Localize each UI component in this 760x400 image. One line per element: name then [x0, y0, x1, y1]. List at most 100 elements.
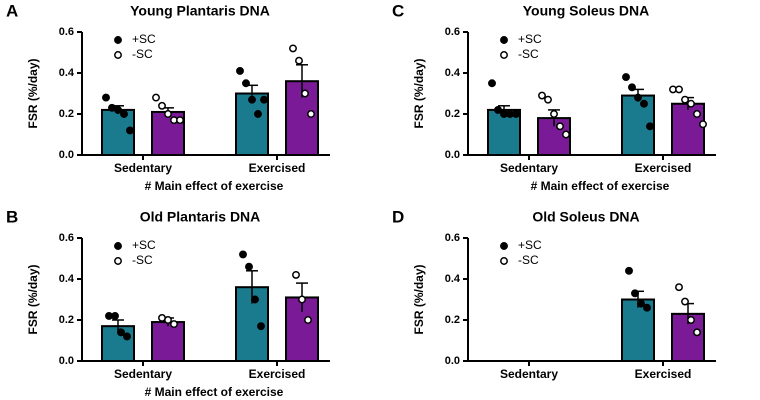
data-point [126, 126, 134, 135]
data-point [693, 328, 701, 337]
data-point [556, 122, 564, 131]
data-point [646, 122, 654, 131]
data-point [152, 93, 160, 102]
data-point [248, 95, 256, 104]
y-tick-label: 0.6 [59, 26, 74, 38]
data-point [675, 283, 683, 292]
data-point [628, 83, 636, 92]
panel-title: Young Soleus DNA [523, 3, 650, 19]
panel-letter: C [392, 1, 404, 20]
data-point [254, 110, 262, 118]
legend-label: -SC [518, 47, 539, 61]
data-point [260, 95, 268, 104]
data-point [236, 67, 244, 75]
data-point [298, 295, 306, 304]
data-point [562, 130, 570, 139]
y-axis-label: FSR (%/day) [26, 58, 40, 128]
data-point [251, 295, 259, 304]
bar [621, 94, 655, 157]
panel: D Old Soleus DNA FSR (%/day) 0.0 0.2 0.4 0.6 Se… [392, 207, 716, 381]
y-tick-label: 0.0 [59, 355, 74, 367]
data-point [538, 91, 546, 100]
x-tick-label: Sedentary [114, 367, 172, 381]
y-tick-label: 0.6 [59, 232, 74, 244]
data-point [164, 316, 172, 324]
legend-marker [500, 242, 508, 250]
legend-marker [500, 257, 508, 265]
data-point [634, 93, 642, 102]
data-point [304, 316, 312, 324]
y-tick-label: 0.0 [445, 355, 460, 367]
data-point [643, 303, 651, 312]
annotation: # Main effect of exercise [145, 385, 284, 399]
y-axis-label: FSR (%/day) [26, 264, 40, 334]
legend-label: +SC [518, 32, 542, 46]
data-point [120, 110, 128, 118]
y-tick-label: 0.2 [445, 108, 460, 120]
legend-marker [114, 36, 122, 44]
panel-letter: A [6, 1, 18, 20]
panel-letter: B [6, 207, 18, 226]
y-tick-label: 0.2 [59, 314, 74, 326]
panel-title: Old Plantaris DNA [140, 209, 261, 225]
y-tick-label: 0.6 [445, 232, 460, 244]
data-point [307, 110, 315, 118]
data-point [494, 105, 502, 114]
data-point [239, 250, 247, 259]
x-tick-label: Exercised [249, 367, 306, 381]
legend-label: +SC [518, 238, 542, 252]
data-point [687, 316, 695, 324]
x-tick-label: Exercised [635, 161, 692, 175]
data-point [245, 262, 253, 271]
legend-marker [114, 257, 122, 265]
data-point [289, 44, 297, 53]
legend-label: -SC [132, 253, 153, 267]
bar [151, 110, 185, 156]
bar [151, 321, 185, 363]
legend-marker [500, 51, 508, 59]
panel: B Old Plantaris DNA FSR (%/day) 0.0 0.2 0.4 0.… [6, 207, 330, 399]
data-point [625, 266, 633, 275]
panel-title: Old Soleus DNA [532, 209, 639, 225]
data-point [681, 95, 689, 104]
x-tick-label: Exercised [249, 161, 306, 175]
data-point [295, 56, 303, 65]
data-point [512, 110, 520, 118]
y-tick-label: 0.0 [445, 149, 460, 161]
panel: A Young Plantaris DNA FSR (%/day) 0.0 0.2 0.4… [6, 1, 330, 193]
legend-marker [500, 36, 508, 44]
y-tick-label: 0.0 [59, 149, 74, 161]
panel: C Young Soleus DNA FSR (%/day) 0.0 0.2 0.4 0.6… [392, 1, 716, 193]
data-point [292, 270, 300, 279]
legend-label: +SC [132, 32, 156, 46]
data-point [158, 101, 166, 110]
y-tick-label: 0.4 [445, 67, 461, 79]
x-tick-label: Exercised [635, 367, 692, 381]
data-point [631, 289, 639, 298]
y-tick-label: 0.6 [445, 26, 460, 38]
data-point [699, 120, 707, 129]
data-point [637, 299, 645, 308]
y-axis-label: FSR (%/day) [412, 264, 426, 334]
data-point [681, 297, 689, 306]
legend-marker [114, 51, 122, 59]
data-point [640, 99, 648, 108]
data-point [242, 79, 250, 88]
data-point [164, 110, 172, 118]
y-axis-label: FSR (%/day) [412, 58, 426, 128]
data-point [693, 110, 701, 118]
annotation: # Main effect of exercise [145, 179, 284, 193]
legend-label: -SC [132, 47, 153, 61]
data-point [176, 116, 184, 125]
legend-label: +SC [132, 238, 156, 252]
data-point [550, 110, 558, 118]
data-point [117, 328, 125, 337]
data-point [111, 311, 119, 320]
data-point [170, 320, 178, 329]
x-tick-label: Sedentary [500, 161, 558, 175]
legend-label: -SC [518, 253, 539, 267]
data-point [488, 79, 496, 88]
y-tick-label: 0.4 [59, 67, 75, 79]
y-tick-label: 0.4 [445, 273, 461, 285]
